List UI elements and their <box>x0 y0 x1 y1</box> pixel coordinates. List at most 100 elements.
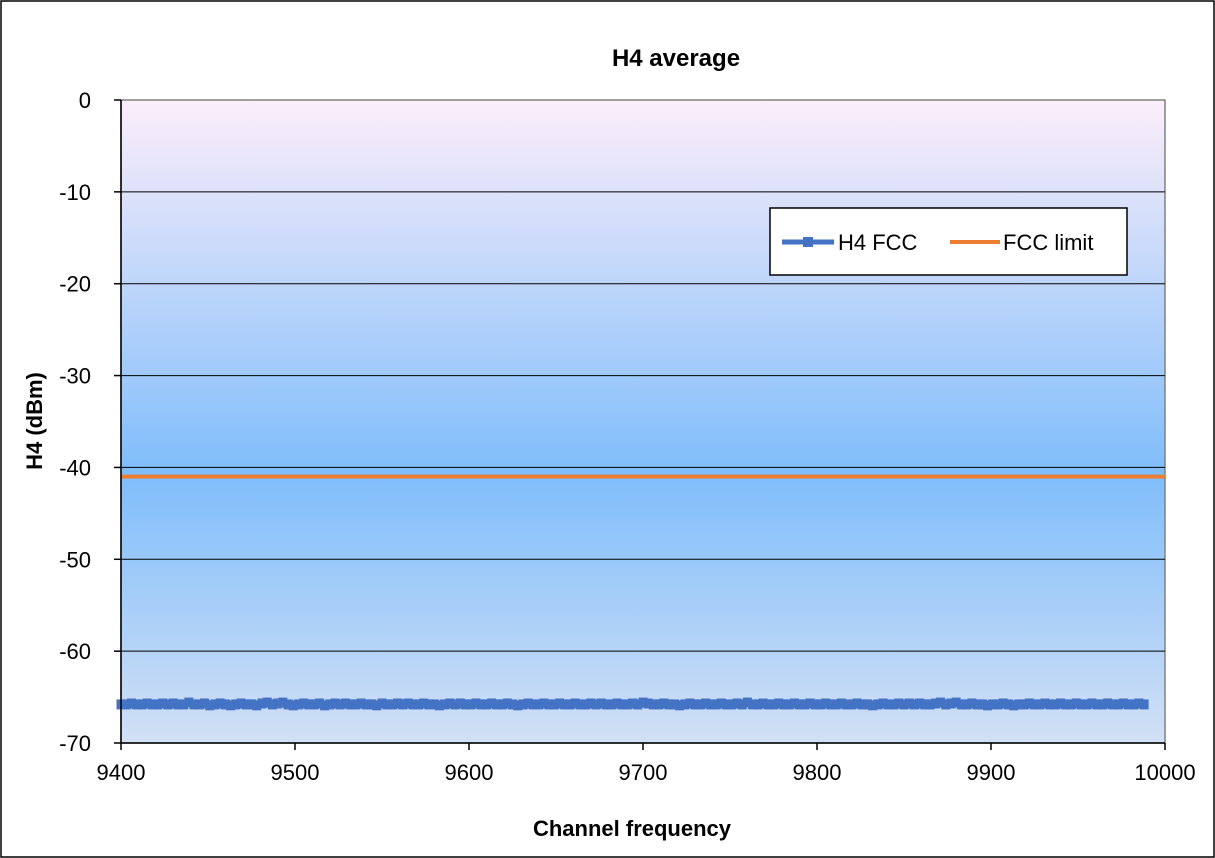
plot-area <box>120 99 1166 744</box>
data-point-h4-fcc <box>476 699 486 710</box>
data-point-h4-fcc <box>163 699 173 710</box>
data-point-h4-fcc <box>210 699 220 710</box>
y-axis-ticks: 0 -10 -20 -30 -40 -50 -60 -70 <box>59 88 121 756</box>
data-point-h4-fcc <box>539 698 549 709</box>
data-point-h4-fcc <box>701 698 711 709</box>
data-point-h4-fcc <box>121 699 131 710</box>
data-point-h4-fcc <box>440 699 450 710</box>
data-point-h4-fcc <box>126 698 136 709</box>
data-point-h4-fcc <box>1014 699 1024 710</box>
data-point-h4-fcc <box>909 699 919 710</box>
data-point-h4-fcc <box>591 699 601 710</box>
data-point-h4-fcc <box>962 699 972 710</box>
data-point-h4-fcc <box>309 699 319 710</box>
data-point-h4-fcc <box>972 699 982 710</box>
data-point-h4-fcc <box>293 699 303 710</box>
data-point-h4-fcc <box>220 699 230 710</box>
x-tick-label: 9400 <box>97 760 146 785</box>
data-point-h4-fcc <box>617 699 627 710</box>
data-point-h4-fcc <box>1123 699 1133 710</box>
data-point-h4-fcc <box>1103 698 1113 709</box>
data-point-h4-fcc <box>267 699 277 710</box>
data-point-h4-fcc <box>147 699 157 710</box>
data-point-h4-fcc <box>1030 699 1039 710</box>
data-point-h4-fcc <box>711 699 721 710</box>
data-point-h4-fcc <box>685 698 695 709</box>
data-point-h4-fcc <box>1035 699 1045 710</box>
data-point-h4-fcc <box>831 699 841 710</box>
data-point-h4-fcc <box>904 698 914 709</box>
data-point-h4-fcc <box>930 698 940 709</box>
data-point-h4-fcc <box>356 698 366 709</box>
data-point-h4-fcc <box>194 699 204 710</box>
data-point-h4-fcc <box>1040 698 1050 709</box>
data-point-h4-fcc <box>408 699 418 710</box>
data-point-h4-fcc <box>403 698 413 709</box>
data-point-h4-fcc <box>941 699 951 710</box>
data-point-h4-fcc <box>549 699 559 710</box>
data-point-h4-fcc <box>868 700 878 711</box>
data-point-h4-fcc <box>1056 698 1066 709</box>
data-point-h4-fcc <box>565 699 575 710</box>
data-point-h4-fcc <box>1061 699 1071 710</box>
data-point-h4-fcc <box>481 699 491 710</box>
data-point-h4-fcc <box>158 698 168 709</box>
data-point-h4-fcc <box>247 699 256 710</box>
y-tick-label: -60 <box>59 639 91 664</box>
data-point-h4-fcc <box>795 699 805 710</box>
data-point-h4-fcc <box>1097 699 1107 710</box>
data-point-h4-fcc <box>434 700 444 711</box>
data-point-h4-fcc <box>1118 698 1128 709</box>
data-point-h4-fcc <box>789 698 799 709</box>
data-point-h4-fcc <box>946 698 956 709</box>
data-point-h4-fcc <box>288 700 298 711</box>
data-point-h4-fcc <box>153 699 163 710</box>
data-point-h4-fcc <box>862 699 872 710</box>
data-point-h4-fcc <box>993 699 1003 710</box>
data-point-h4-fcc <box>570 698 580 709</box>
data-point-h4-fcc <box>575 699 585 710</box>
data-point-h4-fcc <box>784 699 794 710</box>
data-point-h4-fcc <box>226 700 236 711</box>
data-point-h4-fcc <box>419 698 429 709</box>
data-point-h4-fcc <box>748 699 758 710</box>
data-point-h4-fcc <box>1019 699 1029 710</box>
data-point-h4-fcc <box>586 698 596 709</box>
y-axis-title: H4 (dBm) <box>22 372 47 470</box>
data-point-h4-fcc <box>894 698 904 709</box>
data-point-h4-fcc <box>659 698 669 709</box>
data-point-h4-fcc <box>857 699 867 710</box>
data-point-h4-fcc <box>554 698 564 709</box>
data-point-h4-fcc <box>1066 699 1076 710</box>
data-point-h4-fcc <box>320 700 330 711</box>
x-axis-ticks: 9400 9500 9600 9700 9800 9900 10000 <box>97 743 1196 785</box>
data-point-h4-fcc <box>262 697 272 708</box>
data-point-h4-fcc <box>137 699 147 710</box>
data-point-h4-fcc <box>387 699 397 710</box>
data-point-h4-fcc <box>622 699 632 710</box>
data-point-h4-fcc <box>189 699 199 710</box>
x-tick-label: 9900 <box>967 760 1016 785</box>
data-point-h4-fcc <box>664 699 674 710</box>
legend-label-h4-fcc: H4 FCC <box>838 230 918 255</box>
y-tick-label: -70 <box>59 731 91 756</box>
data-point-h4-fcc <box>518 699 528 710</box>
data-point-h4-fcc <box>737 699 747 710</box>
data-point-h4-fcc <box>241 699 251 710</box>
data-point-h4-fcc <box>497 699 507 710</box>
data-point-h4-fcc <box>236 698 246 709</box>
data-point-h4-fcc <box>429 699 439 710</box>
data-point-h4-fcc <box>1108 699 1118 710</box>
data-point-h4-fcc <box>601 699 611 710</box>
data-point-h4-fcc <box>325 699 335 710</box>
data-point-h4-fcc <box>523 698 533 709</box>
data-point-h4-fcc <box>1050 699 1060 710</box>
data-point-h4-fcc <box>695 699 705 710</box>
data-point-h4-fcc <box>455 698 465 709</box>
chart-title: H4 average <box>612 45 740 72</box>
data-point-h4-fcc <box>805 698 815 709</box>
data-point-h4-fcc <box>1003 699 1013 710</box>
data-point-h4-fcc <box>424 699 434 710</box>
